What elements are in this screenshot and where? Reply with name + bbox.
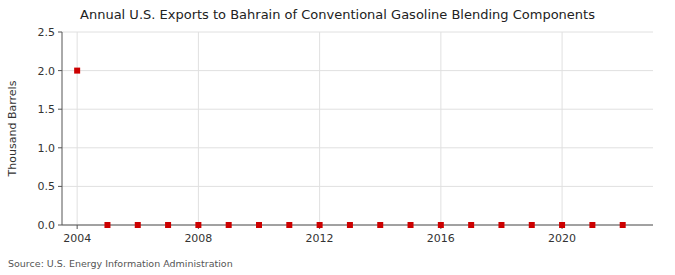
y-tick — [58, 32, 62, 33]
point — [620, 222, 626, 228]
point — [195, 222, 201, 228]
title: Annual U.S. Exports to Bahrain of Conven… — [80, 7, 595, 22]
points — [74, 68, 626, 228]
y-tick — [58, 70, 62, 71]
point — [559, 222, 565, 228]
x-tick-label: 2008 — [184, 232, 212, 245]
grid — [62, 32, 653, 225]
point — [74, 68, 80, 74]
point — [226, 222, 232, 228]
point — [165, 222, 171, 228]
source: Source: U.S. Energy Information Administ… — [8, 258, 233, 269]
point — [286, 222, 292, 228]
y-tick-label: 1.5 — [38, 103, 56, 116]
point — [438, 222, 444, 228]
x-tick — [77, 225, 78, 229]
y-tick — [58, 147, 62, 148]
point — [135, 222, 141, 228]
x-tick-label: 2020 — [548, 232, 576, 245]
point — [468, 222, 474, 228]
point — [408, 222, 414, 228]
point — [347, 222, 353, 228]
y-grid-line — [62, 186, 653, 187]
point — [317, 222, 323, 228]
x-grid-line — [319, 32, 320, 225]
y-grid-line — [62, 70, 653, 71]
y-tick-label: 0.5 — [38, 180, 56, 193]
y-tick — [58, 109, 62, 110]
y-grid-line — [62, 109, 653, 110]
point — [377, 222, 383, 228]
y-grid-line — [62, 147, 653, 148]
x-tick-label: 2004 — [63, 232, 91, 245]
y-axis-label: Thousand Barrels — [6, 80, 19, 177]
y-tick — [58, 186, 62, 187]
point — [529, 222, 535, 228]
point — [589, 222, 595, 228]
y-tick-label: 2.5 — [38, 26, 56, 39]
x-tick-label: 2016 — [427, 232, 455, 245]
chart: Annual U.S. Exports to Bahrain of Conven… — [0, 0, 675, 275]
x-grid-line — [198, 32, 199, 225]
x-tick-label: 2012 — [306, 232, 334, 245]
point — [498, 222, 504, 228]
x-grid-line — [77, 32, 78, 225]
y-tick-label: 1.0 — [38, 142, 56, 155]
point — [104, 222, 110, 228]
y-tick — [58, 225, 62, 226]
y-tick-label: 0.0 — [38, 219, 56, 232]
y-axis-line — [62, 32, 63, 225]
x-grid-line — [440, 32, 441, 225]
y-tick-label: 2.0 — [38, 65, 56, 78]
y-grid-line — [62, 32, 653, 33]
point — [256, 222, 262, 228]
x-grid-line — [562, 32, 563, 225]
